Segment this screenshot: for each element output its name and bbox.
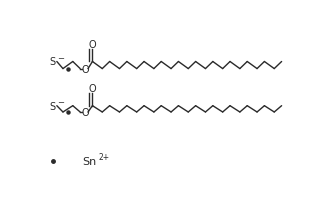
Text: −: − — [58, 54, 65, 63]
Text: O: O — [89, 84, 96, 94]
Text: S: S — [49, 57, 55, 67]
Text: O: O — [81, 64, 89, 74]
Text: 2+: 2+ — [98, 152, 109, 161]
Text: S: S — [49, 101, 55, 111]
Text: Sn: Sn — [83, 156, 97, 166]
Text: −: − — [58, 98, 65, 107]
Text: O: O — [81, 108, 89, 118]
Text: O: O — [89, 40, 96, 50]
